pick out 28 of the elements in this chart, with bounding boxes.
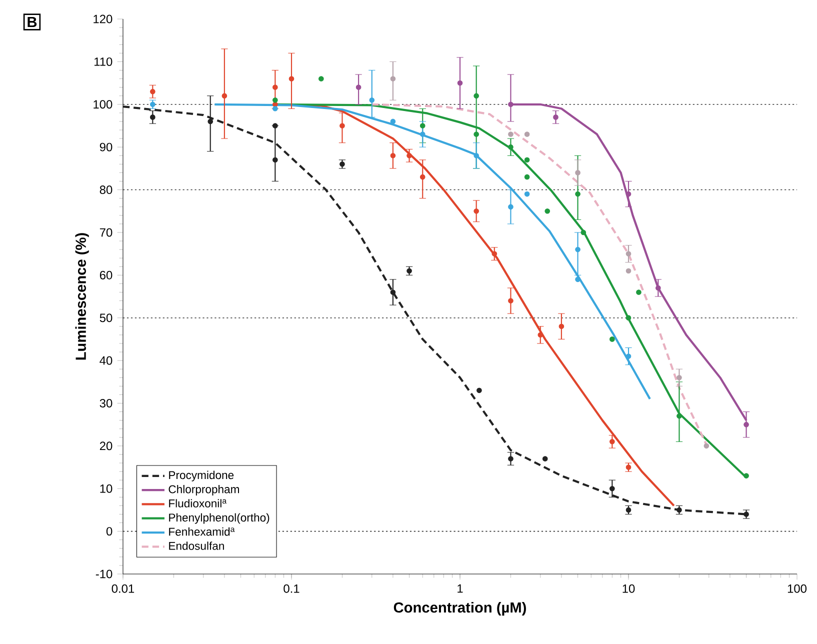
y-tick-label: 120 [94,14,112,24]
x-axis-title: Concentration (µM) [394,602,526,616]
y-tick-label: 100 [94,100,112,109]
x-tick-label: 0.1 [284,584,300,593]
x-tick-label: 0.01 [112,584,134,593]
y-tick-label: 50 [100,314,112,322]
y-tick-label: 60 [100,270,112,280]
y-tick-label: 40 [100,356,112,365]
legend-label: Phenylphenol(ortho) [169,513,270,524]
x-tick-label: 10 [622,584,635,593]
y-tick-label: 90 [100,142,112,152]
chart-title: B [28,16,37,28]
y-tick-label: 10 [100,484,112,493]
legend-label: Procymidone [169,470,234,482]
y-tick-label: 80 [100,186,112,194]
legend-label: Fenhexamid$^{a}$ [169,527,235,536]
x-tick-label: 1 [458,584,463,593]
y-axis-title: Luminescence (%) [75,233,89,360]
legend-label: Endosulfan [169,542,224,550]
y-tick-label: 0 [106,527,112,536]
x-tick-label: 100 [788,584,807,593]
y-tick-label: -10 [96,570,112,578]
y-tick-label: 110 [94,57,112,66]
y-tick-label: 70 [100,228,112,237]
legend-label: Fludioxonil$^{a}$ [169,499,227,508]
y-tick-label: 30 [100,398,112,408]
y-tick-label: 20 [100,442,112,450]
legend-label: Chlorpropham [168,484,239,496]
